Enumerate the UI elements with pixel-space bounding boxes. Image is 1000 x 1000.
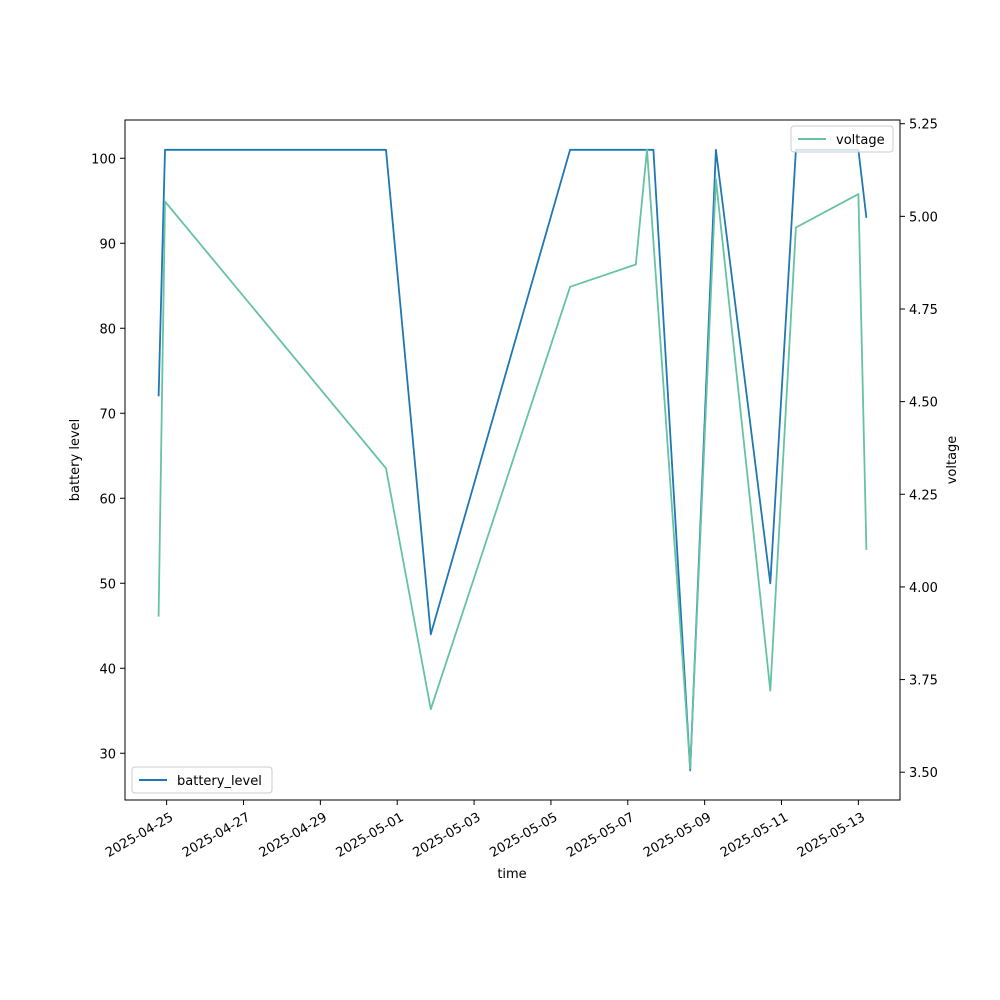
left-y-axis-ticks: 30 40 50 60 70 80 90 100 — [91, 152, 125, 762]
x-tick-label: 2025-05-01 — [334, 810, 407, 861]
x-tick: 2025-05-01 — [334, 800, 407, 861]
right-y-tick-label: 4.00 — [909, 581, 938, 596]
left-y-tick: 70 — [99, 407, 125, 422]
x-axis-label: time — [497, 867, 526, 882]
legend-voltage: voltage — [790, 125, 894, 153]
left-y-tick: 90 — [99, 237, 125, 252]
right-y-tick-label: 4.50 — [909, 396, 938, 411]
right-y-tick-label: 3.50 — [909, 766, 938, 781]
x-tick: 2025-04-29 — [257, 800, 330, 861]
right-y-tick: 5.00 — [900, 210, 938, 225]
x-tick-label: 2025-05-03 — [411, 810, 484, 861]
right-y-tick: 4.75 — [900, 303, 938, 318]
left-y-tick: 60 — [99, 492, 125, 507]
x-tick-label: 2025-05-13 — [795, 810, 868, 861]
x-tick-label: 2025-04-25 — [103, 810, 176, 861]
left-y-tick-label: 40 — [99, 662, 116, 677]
left-y-tick: 50 — [99, 577, 125, 592]
legend-box — [790, 125, 894, 153]
legend-label: battery_level — [177, 774, 262, 789]
left-y-tick-label: 60 — [99, 492, 116, 507]
right-y-tick: 3.75 — [900, 674, 938, 689]
right-y-axis-label: voltage — [945, 436, 960, 485]
left-y-tick: 40 — [99, 662, 125, 677]
right-y-tick-label: 3.75 — [909, 674, 938, 689]
right-y-tick-label: 5.00 — [909, 210, 938, 225]
x-axis-ticks: 2025-04-25 2025-04-27 2025-04-29 2025-05-01… — [103, 800, 868, 861]
x-tick-label: 2025-04-29 — [257, 810, 330, 861]
right-y-tick: 4.25 — [900, 488, 938, 503]
right-y-tick: 5.25 — [900, 118, 938, 133]
left-y-tick: 100 — [91, 152, 125, 167]
legend-box — [131, 766, 273, 794]
legend-battery-level: battery_level — [131, 766, 273, 794]
right-y-tick-label: 4.25 — [909, 488, 938, 503]
left-y-tick-label: 100 — [91, 152, 116, 167]
left-y-tick-label: 70 — [99, 407, 116, 422]
right-y-tick: 4.50 — [900, 396, 938, 411]
legend-label: voltage — [836, 133, 885, 148]
x-tick-label: 2025-04-27 — [180, 810, 253, 861]
x-tick-label: 2025-05-09 — [641, 810, 714, 861]
left-y-tick-label: 30 — [99, 747, 116, 762]
left-y-tick: 80 — [99, 322, 125, 337]
left-y-tick: 30 — [99, 747, 125, 762]
plot-frame — [124, 119, 901, 801]
x-tick: 2025-04-25 — [103, 800, 176, 861]
left-y-tick-label: 90 — [99, 237, 116, 252]
x-tick: 2025-05-09 — [641, 800, 714, 861]
x-tick: 2025-04-27 — [180, 800, 253, 861]
x-tick-label: 2025-05-05 — [487, 810, 560, 861]
left-y-axis-label: battery level — [68, 419, 83, 502]
right-y-tick: 3.50 — [900, 766, 938, 781]
x-tick-label: 2025-05-07 — [564, 810, 637, 861]
right-y-tick-label: 4.75 — [909, 303, 938, 318]
plot-lines — [157, 148, 868, 772]
left-y-tick-label: 50 — [99, 577, 116, 592]
right-y-tick-label: 5.25 — [909, 118, 938, 133]
x-tick: 2025-05-05 — [487, 800, 560, 861]
x-tick: 2025-05-07 — [564, 800, 637, 861]
x-tick-label: 2025-05-11 — [718, 810, 791, 861]
x-tick: 2025-05-03 — [411, 800, 484, 861]
x-tick: 2025-05-11 — [718, 800, 791, 861]
x-tick: 2025-05-13 — [795, 800, 868, 861]
right-y-tick: 4.00 — [900, 581, 938, 596]
series-line-voltage — [157, 148, 868, 770]
left-y-tick-label: 80 — [99, 322, 116, 337]
right-y-axis-ticks: 3.50 3.75 4.00 4.25 4.50 4.75 5.00 5.25 — [900, 118, 938, 781]
